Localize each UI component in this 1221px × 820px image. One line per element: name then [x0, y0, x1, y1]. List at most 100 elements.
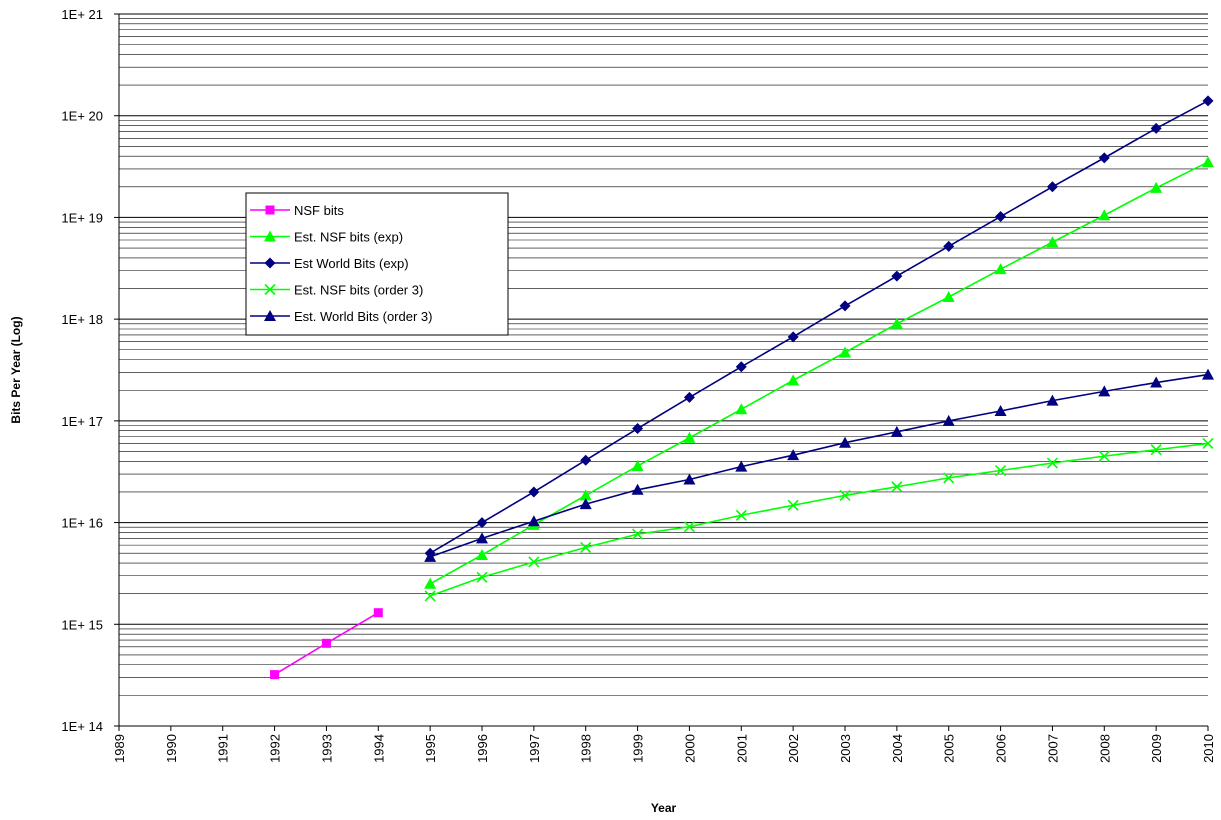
- x-tick-label: 2005: [942, 734, 957, 763]
- data-point: [1202, 368, 1214, 380]
- data-point: [683, 521, 695, 533]
- data-point: [994, 263, 1007, 275]
- x-tick-label: 1990: [164, 734, 179, 763]
- data-point: [1202, 95, 1214, 107]
- data-point: [891, 481, 903, 493]
- data-point: [1150, 444, 1162, 456]
- data-point: [943, 240, 955, 252]
- data-point: [1046, 236, 1059, 248]
- data-point: [579, 498, 592, 510]
- data-point: [890, 317, 903, 329]
- x-tick-label: 2006: [994, 734, 1009, 763]
- y-tick-label: 1E+ 18: [61, 312, 103, 327]
- x-tick-label: 1989: [112, 734, 127, 763]
- y-tick-label: 1E+ 21: [61, 7, 103, 22]
- series-line: [429, 161, 1209, 585]
- data-point: [579, 489, 592, 501]
- data-point: [1150, 376, 1163, 388]
- data-point: [839, 489, 851, 501]
- data-point: [683, 473, 696, 485]
- data-point: [787, 374, 800, 386]
- y-tick-label: 1E+ 17: [61, 414, 103, 429]
- data-point: [1098, 450, 1110, 462]
- x-axis-title: Year: [651, 801, 677, 815]
- data-point: [995, 211, 1007, 223]
- data-point: [424, 577, 437, 589]
- data-point: [528, 486, 540, 498]
- y-tick-label: 1E+ 16: [61, 516, 103, 531]
- x-tick-labels: 1989 1990 1991 1992 1993 1994 1995 1996 1997 1998…: [112, 734, 1216, 763]
- data-point: [373, 608, 383, 618]
- data-point: [476, 571, 488, 583]
- data-point: [787, 449, 800, 461]
- x-tick-label: 2001: [734, 734, 749, 763]
- data-point: [264, 283, 276, 296]
- data-point: [995, 464, 1007, 477]
- data-point: [942, 291, 955, 303]
- data-point: [943, 472, 955, 484]
- x-tick-label: 1998: [579, 734, 594, 763]
- data-point: [735, 460, 748, 472]
- data-point: [1150, 122, 1162, 134]
- data-point: [476, 548, 488, 560]
- x-tick-label: 1995: [423, 734, 438, 763]
- data-point: [424, 590, 436, 602]
- data-point: [264, 230, 276, 242]
- x-tick-label: 1999: [631, 734, 646, 763]
- data-point: [264, 257, 276, 269]
- data-point: [270, 670, 280, 680]
- data-point: [528, 556, 540, 568]
- x-tick-label: 1993: [319, 734, 334, 763]
- data-point: [1046, 457, 1058, 469]
- data-point: [631, 483, 644, 495]
- grid: [119, 13, 1208, 727]
- data-point: [735, 361, 747, 373]
- legend-label: NSF bits: [294, 203, 344, 218]
- data-point: [1046, 394, 1059, 406]
- y-tick-label: 1E+ 15: [61, 617, 103, 632]
- legend-label: Est. NSF bits (exp): [294, 230, 403, 245]
- data-point: [632, 423, 644, 435]
- data-point: [1150, 181, 1163, 193]
- x-tick-label: 1994: [371, 734, 386, 763]
- legend: NSF bits Est. NSF bits (exp) Est World Bit…: [245, 192, 509, 336]
- data-point: [631, 459, 644, 471]
- series-line: [429, 373, 1209, 558]
- series-group: [424, 437, 1214, 602]
- data-point: [632, 528, 644, 540]
- legend-label: Est. World Bits (order 3): [294, 309, 432, 324]
- data-point: [683, 391, 695, 403]
- x-tick-label: 1992: [268, 734, 283, 763]
- x-tick-label: 1996: [475, 734, 490, 763]
- data-point: [890, 425, 903, 437]
- y-axis-title: Bits Per Year (Log): [9, 316, 23, 423]
- data-point: [735, 403, 748, 415]
- legend-box: [245, 192, 509, 336]
- data-point: [1202, 156, 1214, 168]
- x-tick-label: 2000: [682, 734, 697, 763]
- x-tick-label: 2007: [1045, 734, 1060, 763]
- y-tick-label: 1E+ 19: [61, 210, 103, 225]
- series-line: [429, 442, 1209, 597]
- x-tick-label: 2002: [786, 734, 801, 763]
- data-point: [942, 414, 955, 426]
- data-point: [1098, 152, 1110, 164]
- data-point: [264, 310, 276, 321]
- legend-label: Est World Bits (exp): [294, 256, 409, 271]
- data-point: [1098, 209, 1111, 221]
- data-point: [476, 517, 488, 529]
- data-point: [580, 454, 592, 466]
- x-tick-label: 2009: [1149, 734, 1164, 763]
- x-tick-label: 2004: [890, 734, 905, 763]
- x-tick-label: 2010: [1201, 734, 1216, 763]
- data-point: [735, 509, 747, 521]
- data-point: [527, 515, 540, 527]
- x-tick-label: 2003: [838, 734, 853, 763]
- data-point: [839, 436, 851, 448]
- data-point: [839, 346, 851, 358]
- data-point: [424, 550, 437, 562]
- x-tick-label: 1997: [527, 734, 542, 763]
- data-point: [321, 638, 331, 648]
- series-group: [424, 156, 1214, 589]
